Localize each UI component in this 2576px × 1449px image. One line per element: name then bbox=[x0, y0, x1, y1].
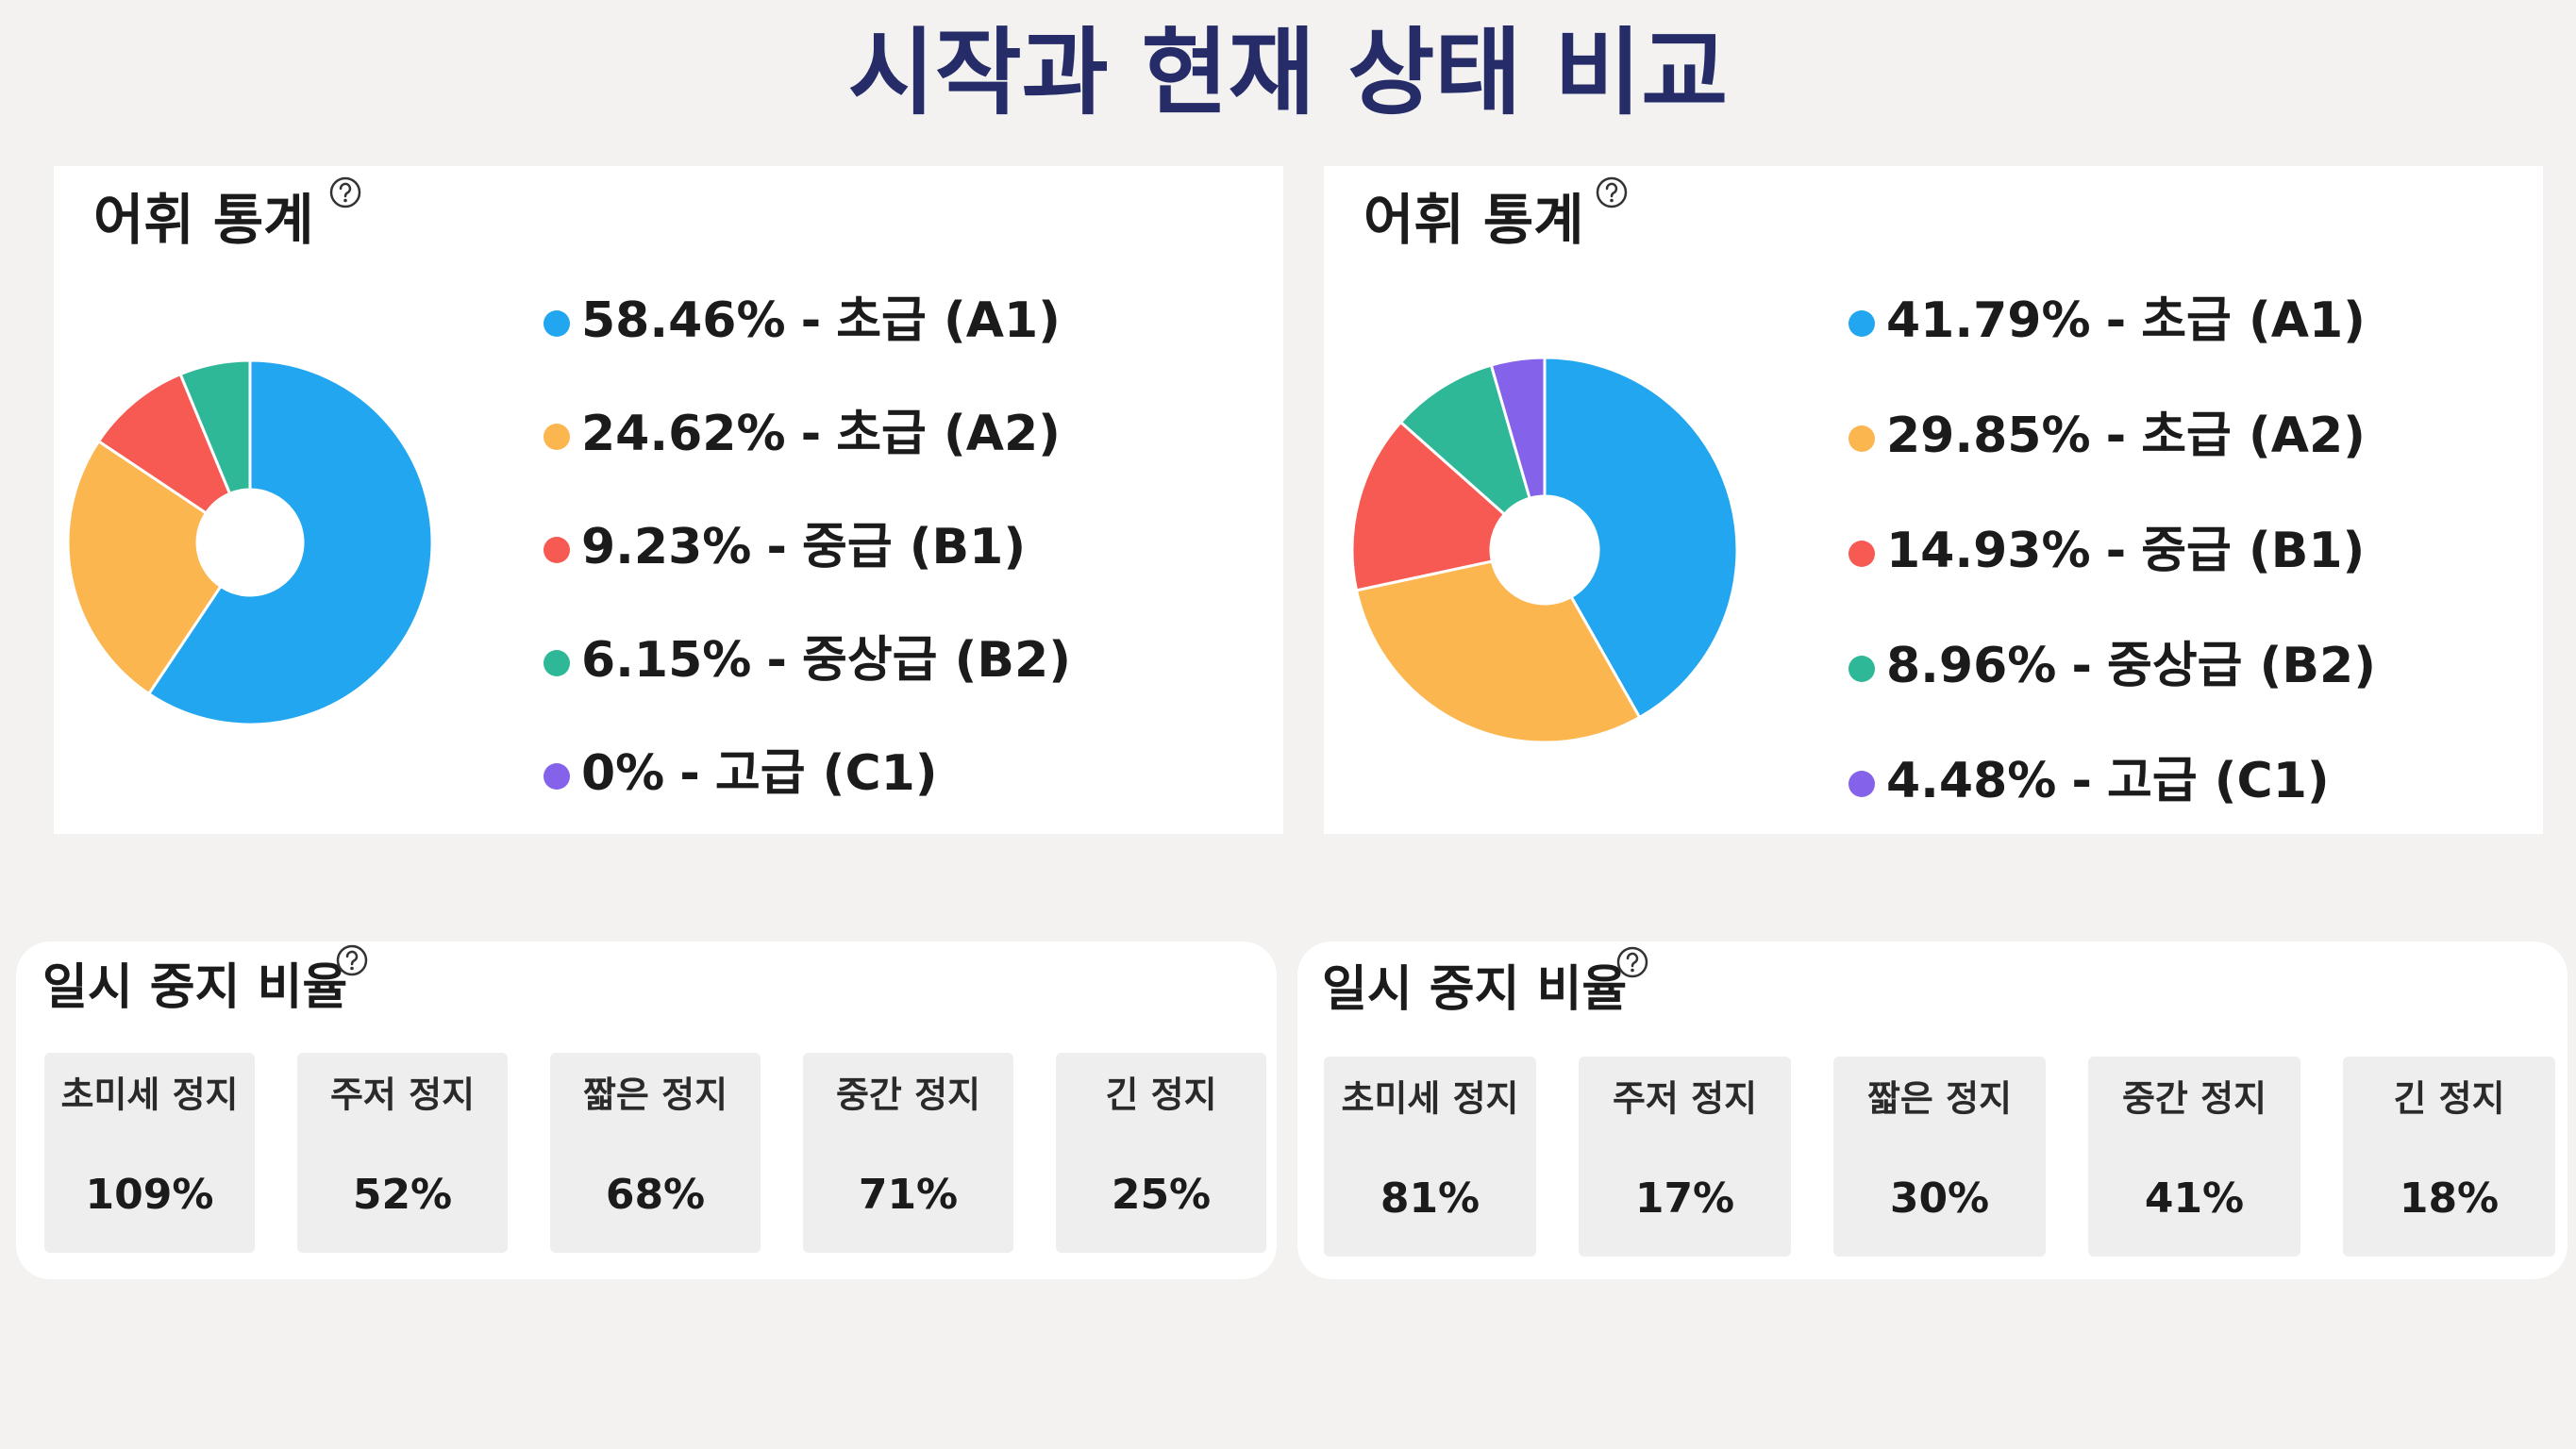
pause-value: 18% bbox=[2400, 1174, 2499, 1223]
legend-value: 41.79% bbox=[1886, 292, 2091, 349]
legend-value: 0% bbox=[581, 745, 664, 802]
legend-separator: - bbox=[2071, 638, 2092, 694]
pause-box bbox=[44, 1053, 255, 1253]
pause-box bbox=[550, 1053, 761, 1253]
legend-separator: - bbox=[2106, 408, 2127, 464]
card-title: 어휘 통계 bbox=[1363, 188, 1584, 252]
pause-label: 긴 정지 bbox=[1105, 1074, 1216, 1116]
panel-title: 일시 중지 비율 bbox=[1322, 961, 1627, 1018]
legend-separator: - bbox=[766, 519, 787, 575]
legend-value: 6.15% bbox=[581, 632, 751, 689]
legend-entry: 6.15% - 중상급 (B2) bbox=[581, 632, 1071, 689]
legend-entry: 8.96% - 중상급 (B2) bbox=[1886, 638, 2376, 694]
pause-label: 초미세 정지 bbox=[60, 1074, 238, 1116]
legend-category: 초급 (A2) bbox=[836, 406, 1061, 462]
legend-value: 24.62% bbox=[581, 406, 786, 462]
legend-dot bbox=[1848, 771, 1875, 797]
legend-value: 8.96% bbox=[1886, 638, 2056, 694]
pause-box bbox=[1833, 1057, 2046, 1257]
pause-box bbox=[297, 1053, 508, 1253]
legend-value: 9.23% bbox=[581, 519, 751, 575]
legend-separator: - bbox=[2106, 523, 2127, 579]
legend-entry: 14.93% - 중급 (B1) bbox=[1886, 523, 2365, 579]
legend-dot bbox=[1848, 541, 1875, 567]
legend-category: 중급 (B1) bbox=[2141, 523, 2365, 579]
chart-card bbox=[54, 166, 1283, 834]
legend-separator: - bbox=[679, 745, 700, 802]
legend-category: 중상급 (B2) bbox=[2107, 638, 2376, 694]
card-title: 어휘 통계 bbox=[93, 188, 314, 252]
panel-title: 일시 중지 비율 bbox=[42, 959, 347, 1016]
pause-label: 짧은 정지 bbox=[583, 1074, 728, 1116]
pause-box bbox=[1056, 1053, 1266, 1253]
legend-value: 4.48% bbox=[1886, 753, 2056, 809]
legend-dot bbox=[1848, 656, 1875, 682]
legend-dot bbox=[1848, 310, 1875, 337]
legend-separator: - bbox=[801, 406, 822, 462]
pie-slice bbox=[1489, 356, 1547, 501]
pause-value: 17% bbox=[1635, 1174, 1734, 1223]
pie-slice bbox=[146, 358, 434, 726]
legend-entry: 29.85% - 초급 (A2) bbox=[1886, 408, 2366, 464]
legend-dot bbox=[1848, 425, 1875, 452]
legend-category: 고급 (C1) bbox=[2107, 753, 2330, 809]
legend-category: 고급 (C1) bbox=[715, 745, 938, 802]
legend-dot bbox=[544, 424, 570, 450]
legend-separator: - bbox=[2106, 292, 2127, 349]
pause-label: 주저 정지 bbox=[330, 1074, 475, 1116]
legend-category: 초급 (A1) bbox=[2141, 292, 2366, 349]
pause-label: 긴 정지 bbox=[2393, 1078, 2504, 1120]
pause-box bbox=[2088, 1057, 2300, 1257]
legend-entry: 0% - 고급 (C1) bbox=[581, 745, 938, 802]
legend-value: 29.85% bbox=[1886, 408, 2091, 464]
pause-box bbox=[803, 1053, 1013, 1253]
pause-box bbox=[1324, 1057, 1536, 1257]
legend-dot bbox=[544, 537, 570, 563]
pause-box bbox=[1579, 1057, 1791, 1257]
legend-dot bbox=[544, 310, 570, 337]
legend-category: 중급 (B1) bbox=[802, 519, 1026, 575]
legend-separator: - bbox=[2071, 753, 2092, 809]
pause-label: 중간 정지 bbox=[2122, 1078, 2267, 1120]
pause-value: 25% bbox=[1112, 1171, 1211, 1219]
legend-dot bbox=[544, 763, 570, 790]
pause-value: 68% bbox=[606, 1171, 705, 1219]
pause-label: 중간 정지 bbox=[836, 1074, 980, 1116]
legend-entry: 9.23% - 중급 (B1) bbox=[581, 519, 1026, 575]
legend-category: 중상급 (B2) bbox=[802, 632, 1071, 689]
pie-slice bbox=[66, 439, 223, 696]
legend-separator: - bbox=[766, 632, 787, 689]
legend-category: 초급 (A1) bbox=[836, 292, 1061, 349]
legend-value: 58.46% bbox=[581, 292, 786, 349]
pause-label: 초미세 정지 bbox=[1341, 1078, 1518, 1120]
page-title: 시작과 현재 상태 비교 bbox=[848, 17, 1728, 127]
pause-value: 41% bbox=[2145, 1174, 2244, 1223]
pause-value: 30% bbox=[1890, 1174, 1989, 1223]
legend-entry: 24.62% - 초급 (A2) bbox=[581, 406, 1061, 462]
legend-entry: 58.46% - 초급 (A1) bbox=[581, 292, 1061, 349]
pause-label: 주저 정지 bbox=[1613, 1078, 1757, 1120]
pause-box bbox=[2343, 1057, 2555, 1257]
legend-entry: 4.48% - 고급 (C1) bbox=[1886, 753, 2330, 809]
pause-label: 짧은 정지 bbox=[1867, 1078, 2012, 1120]
legend-value: 14.93% bbox=[1886, 523, 2091, 579]
legend-entry: 41.79% - 초급 (A1) bbox=[1886, 292, 2366, 349]
pause-value: 71% bbox=[859, 1171, 958, 1219]
pause-value: 109% bbox=[86, 1171, 214, 1219]
pause-value: 81% bbox=[1380, 1174, 1480, 1223]
legend-category: 초급 (A2) bbox=[2141, 408, 2366, 464]
legend-separator: - bbox=[801, 292, 822, 349]
pause-value: 52% bbox=[353, 1171, 452, 1219]
legend-dot bbox=[544, 650, 570, 676]
pie-slice bbox=[1543, 356, 1739, 720]
pie-slice bbox=[1354, 559, 1642, 744]
pie-slice bbox=[1350, 420, 1507, 592]
